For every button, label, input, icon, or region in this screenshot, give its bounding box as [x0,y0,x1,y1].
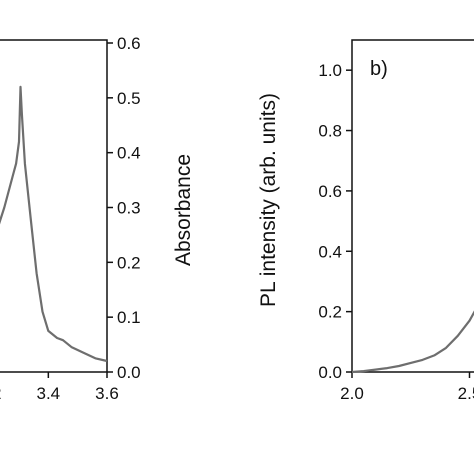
x-tick-label: 3.6 [95,384,119,403]
annotation: b) [370,58,388,80]
y-tick-label: 0.0 [318,363,342,382]
y-tick-label: 0.4 [117,144,141,163]
data-line [0,85,108,363]
x-tick-label: 2.0 [340,384,364,403]
plot-frame [0,39,108,373]
x-tick-label: 2.5 [458,384,474,403]
y-tick-label: 0.4 [318,242,342,261]
y-tick-label: 0.8 [318,122,342,141]
x-tick-label: 3.4 [37,384,61,403]
y-tick-label: 0.2 [318,303,342,322]
y-tick-label: 0.6 [117,34,141,53]
y-tick-label: 1.0 [318,61,342,80]
y-tick-label: 0.5 [117,89,141,108]
y-tick-label: 0.6 [318,182,342,201]
x-tick-label: 3.2 [0,384,1,403]
y-tick-label: 0.3 [117,199,141,218]
y-axis-label: Absorbance [172,154,195,266]
data-line [351,310,474,374]
y-axis-label: PL intensity (arb. units) [257,93,280,307]
y-tick-label: 0.0 [117,363,141,382]
y-tick-label: 0.2 [117,253,141,272]
y-tick-label: 0.1 [117,308,141,327]
plot-frame [351,39,474,373]
